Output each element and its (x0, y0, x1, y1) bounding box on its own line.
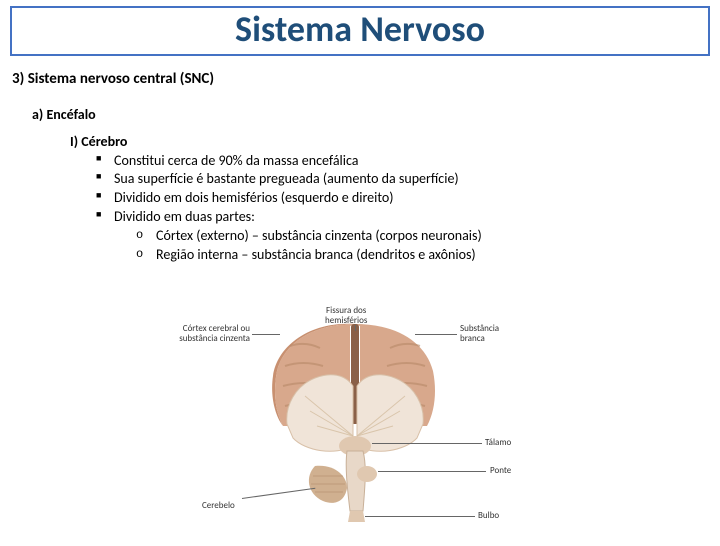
bullet-list: Constitui cerca de 90% da massa encefáli… (96, 152, 720, 265)
sub-list-item: Córtex (externo) – substância cinzenta (… (136, 227, 720, 246)
diagram-label-bulbo: Bulbo (478, 511, 499, 521)
leader-line (372, 443, 482, 444)
leader-line (415, 334, 457, 335)
title-box: Sistema Nervoso (10, 6, 710, 56)
diagram-label-substancia: Substância branca (460, 324, 499, 344)
leader-line (378, 471, 486, 472)
subsection-heading: a) Encéfalo (32, 106, 720, 123)
sub-bullet-list: Córtex (externo) – substância cinzenta (… (136, 227, 720, 265)
diagram-label-fissura: Fissura dos hemisférios (325, 306, 367, 326)
section-number: 3) (12, 70, 24, 88)
item-heading: I) Cérebro (70, 133, 720, 150)
list-item-text: Dividido em duas partes: (114, 208, 255, 225)
leader-line (365, 516, 475, 517)
diagram-label-cortex: Córtex cerebral ou substância cinzenta (166, 324, 250, 344)
sub-list-item: Região interna – substância branca (dend… (136, 246, 720, 265)
leader-line (355, 325, 356, 331)
list-item: Dividido em duas partes: Córtex (externo… (96, 208, 720, 265)
list-item: Sua superfície é bastante pregueada (aum… (96, 170, 720, 189)
diagram-label-talamo: Tálamo (485, 438, 511, 448)
page-title: Sistema Nervoso (12, 10, 708, 50)
diagram-label-cerebelo: Cerebelo (202, 501, 235, 511)
section-heading: 3) Sistema nervoso central (SNC) (12, 70, 720, 88)
section-text: Sistema nervoso central (SNC) (28, 70, 214, 88)
list-item: Constitui cerca de 90% da massa encefáli… (96, 152, 720, 171)
leader-line (252, 334, 280, 335)
list-item: Dividido em dois hemisférios (esquerdo e… (96, 189, 720, 208)
diagram-label-ponte: Ponte (490, 466, 511, 476)
brain-diagram: Córtex cerebral ou substância cinzenta F… (160, 306, 560, 531)
brain-illustration (255, 316, 455, 526)
